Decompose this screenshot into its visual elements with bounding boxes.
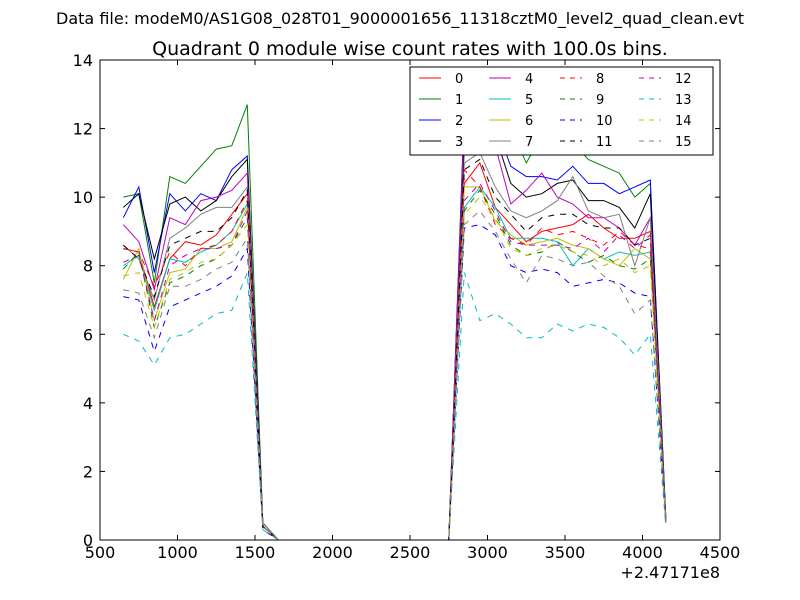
legend-label-13: 13: [675, 93, 692, 108]
legend-label-8: 8: [596, 72, 604, 87]
tick-layer: 500 1000 1500 2000 2500 3000 3500 4000 4500 0 2 4 6 8…: [73, 51, 741, 562]
y-tick-label: 12: [73, 120, 93, 139]
series-line-5: [123, 186, 667, 541]
series-line-7: [122, 151, 667, 541]
x-tick-label: 1000: [157, 543, 198, 562]
series-line-0: [123, 161, 667, 541]
x-tick-label: 4500: [700, 543, 741, 562]
series-line-10: [123, 224, 667, 541]
x-tick-label: 4000: [622, 543, 663, 562]
chart-suptitle: Data file: modeM0/AS1G08_028T01_90000016…: [56, 9, 744, 29]
y-tick-label: 6: [83, 325, 93, 344]
x-tick-label: 500: [85, 543, 116, 562]
series-line-13: [123, 272, 667, 541]
legend-label-2: 2: [455, 114, 463, 129]
y-tick-label: 10: [73, 188, 93, 207]
legend-label-0: 0: [455, 72, 463, 87]
y-tick-label: 14: [73, 51, 93, 70]
x-tick-label: 2000: [312, 543, 353, 562]
series-line-15: [123, 210, 667, 541]
series-line-6: [122, 186, 667, 541]
legend-label-7: 7: [525, 135, 533, 150]
x-tick-label: 2500: [390, 543, 431, 562]
series-line-11: [122, 158, 667, 541]
legend-label-11: 11: [596, 135, 613, 150]
legend-label-3: 3: [455, 135, 463, 150]
chart-title: Quadrant 0 module wise count rates with …: [152, 38, 668, 60]
legend-label-4: 4: [525, 72, 533, 87]
x-tick-label: 1500: [235, 543, 276, 562]
series-line-8: [123, 168, 667, 541]
legend-label-12: 12: [675, 72, 692, 87]
legend-label-14: 14: [675, 114, 692, 129]
legend-label-15: 15: [675, 135, 692, 150]
legend-label-6: 6: [525, 114, 533, 129]
series-line-2: [122, 114, 667, 541]
y-tick-label: 8: [83, 257, 93, 276]
x-tick-label: 3000: [467, 543, 508, 562]
y-tick-label: 4: [83, 394, 93, 413]
x-tick-label: 3500: [545, 543, 586, 562]
legend-label-10: 10: [596, 114, 613, 129]
legend-label-1: 1: [455, 93, 463, 108]
x-offset-label: +2.47171e8: [620, 563, 720, 582]
y-tick-label: 2: [83, 462, 93, 481]
y-tick-label: 0: [83, 531, 93, 550]
legend-frame: [409, 66, 714, 156]
series-line-4: [122, 118, 667, 541]
legend-label-9: 9: [596, 93, 604, 108]
series-line-3: [122, 134, 667, 541]
legend-label-5: 5: [525, 93, 533, 108]
